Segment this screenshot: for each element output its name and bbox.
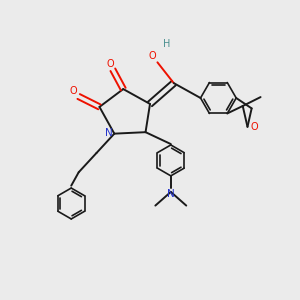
- Text: H: H: [163, 40, 170, 50]
- Text: N: N: [104, 128, 112, 138]
- Text: O: O: [106, 59, 114, 69]
- Text: O: O: [148, 51, 156, 61]
- Text: O: O: [250, 122, 258, 132]
- Text: O: O: [70, 86, 77, 96]
- Text: N: N: [167, 189, 175, 199]
